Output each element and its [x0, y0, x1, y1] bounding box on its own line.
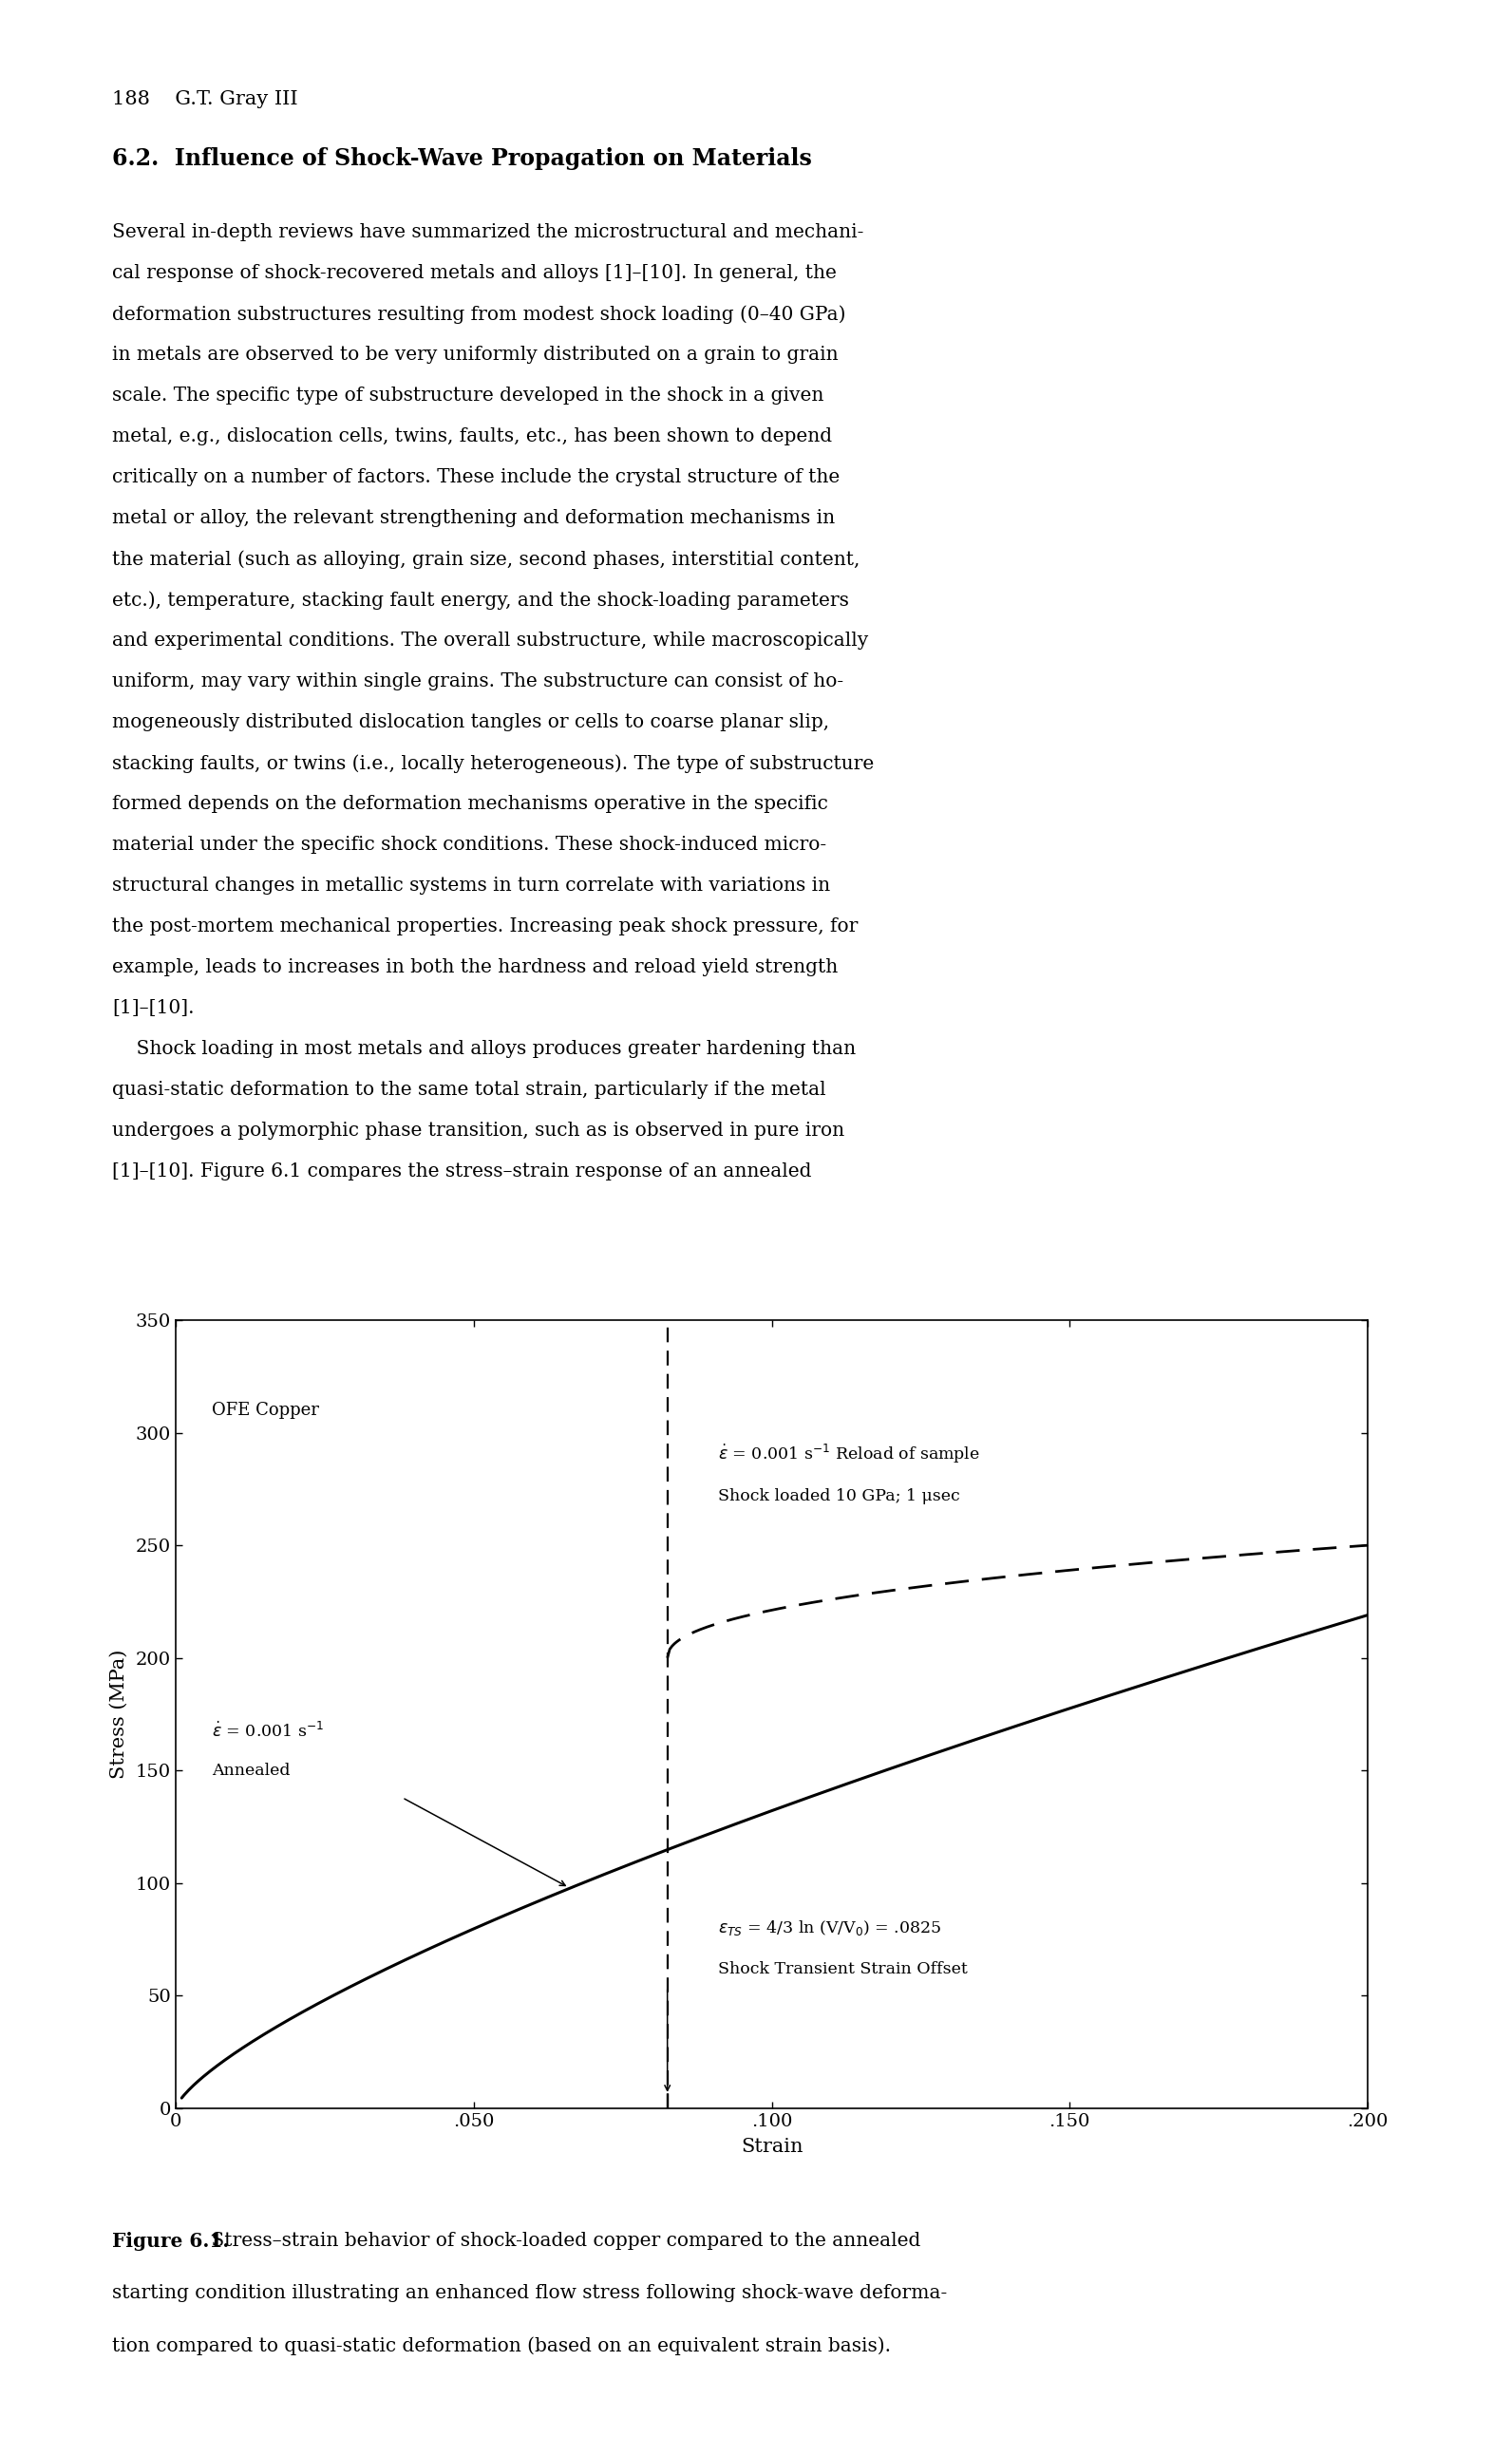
Text: Annealed: Annealed: [212, 1763, 290, 1780]
Text: stacking faults, or twins (i.e., locally heterogeneous). The type of substructur: stacking faults, or twins (i.e., locally…: [112, 754, 874, 773]
Text: OFE Copper: OFE Copper: [212, 1402, 319, 1419]
Text: [1]–[10].: [1]–[10].: [112, 999, 194, 1016]
Text: deformation substructures resulting from modest shock loading (0–40 GPa): deformation substructures resulting from…: [112, 304, 845, 324]
Text: structural changes in metallic systems in turn correlate with variations in: structural changes in metallic systems i…: [112, 876, 830, 894]
Text: Stress–strain behavior of shock-loaded copper compared to the annealed: Stress–strain behavior of shock-loaded c…: [206, 2232, 921, 2249]
Text: Shock loading in most metals and alloys produces greater hardening than: Shock loading in most metals and alloys …: [112, 1041, 856, 1058]
Text: quasi-static deformation to the same total strain, particularly if the metal: quasi-static deformation to the same tot…: [112, 1080, 826, 1100]
Text: mogeneously distributed dislocation tangles or cells to coarse planar slip,: mogeneously distributed dislocation tang…: [112, 714, 829, 732]
Text: 188    G.T. Gray III: 188 G.T. Gray III: [112, 91, 298, 108]
Text: Several in-depth reviews have summarized the microstructural and mechani-: Several in-depth reviews have summarized…: [112, 223, 863, 241]
Text: starting condition illustrating an enhanced flow stress following shock-wave def: starting condition illustrating an enhan…: [112, 2283, 947, 2303]
Text: [1]–[10]. Figure 6.1 compares the stress–strain response of an annealed: [1]–[10]. Figure 6.1 compares the stress…: [112, 1164, 812, 1181]
Text: 6.2.  Influence of Shock-Wave Propagation on Materials: 6.2. Influence of Shock-Wave Propagation…: [112, 147, 812, 169]
Text: uniform, may vary within single grains. The substructure can consist of ho-: uniform, may vary within single grains. …: [112, 673, 844, 690]
Text: example, leads to increases in both the hardness and reload yield strength: example, leads to increases in both the …: [112, 957, 838, 977]
Y-axis label: Stress (MPa): Stress (MPa): [110, 1650, 129, 1780]
Text: Figure 6.1.: Figure 6.1.: [112, 2232, 230, 2251]
Text: scale. The specific type of substructure developed in the shock in a given: scale. The specific type of substructure…: [112, 385, 824, 405]
Text: etc.), temperature, stacking fault energy, and the shock-loading parameters: etc.), temperature, stacking fault energ…: [112, 592, 848, 609]
Text: undergoes a polymorphic phase transition, such as is observed in pure iron: undergoes a polymorphic phase transition…: [112, 1122, 844, 1139]
Text: metal or alloy, the relevant strengthening and deformation mechanisms in: metal or alloy, the relevant strengtheni…: [112, 508, 835, 528]
Text: metal, e.g., dislocation cells, twins, faults, etc., has been shown to depend: metal, e.g., dislocation cells, twins, f…: [112, 427, 832, 444]
Text: in metals are observed to be very uniformly distributed on a grain to grain: in metals are observed to be very unifor…: [112, 346, 838, 363]
X-axis label: Strain: Strain: [741, 2138, 803, 2155]
Text: Shock Transient Strain Offset: Shock Transient Strain Offset: [718, 1962, 968, 1976]
Text: Shock loaded 10 GPa; 1 μsec: Shock loaded 10 GPa; 1 μsec: [718, 1488, 960, 1505]
Text: $\dot{\varepsilon}$ = 0.001 s$^{-1}$: $\dot{\varepsilon}$ = 0.001 s$^{-1}$: [212, 1721, 324, 1741]
Text: tion compared to quasi-static deformation (based on an equivalent strain basis).: tion compared to quasi-static deformatio…: [112, 2337, 891, 2354]
Text: $\varepsilon_{TS}$ = 4/3 ln (V/V$_0$) = .0825: $\varepsilon_{TS}$ = 4/3 ln (V/V$_0$) = …: [718, 1917, 942, 1937]
Text: $\dot{\varepsilon}$ = 0.001 s$^{-1}$ Reload of sample: $\dot{\varepsilon}$ = 0.001 s$^{-1}$ Rel…: [718, 1444, 980, 1466]
Text: and experimental conditions. The overall substructure, while macroscopically: and experimental conditions. The overall…: [112, 631, 868, 651]
Text: the post-mortem mechanical properties. Increasing peak shock pressure, for: the post-mortem mechanical properties. I…: [112, 918, 857, 935]
Text: formed depends on the deformation mechanisms operative in the specific: formed depends on the deformation mechan…: [112, 795, 829, 813]
Text: cal response of shock-recovered metals and alloys [1]–[10]. In general, the: cal response of shock-recovered metals a…: [112, 265, 836, 282]
Text: material under the specific shock conditions. These shock-induced micro-: material under the specific shock condit…: [112, 835, 827, 854]
Text: critically on a number of factors. These include the crystal structure of the: critically on a number of factors. These…: [112, 469, 839, 486]
Text: the material (such as alloying, grain size, second phases, interstitial content,: the material (such as alloying, grain si…: [112, 550, 860, 570]
